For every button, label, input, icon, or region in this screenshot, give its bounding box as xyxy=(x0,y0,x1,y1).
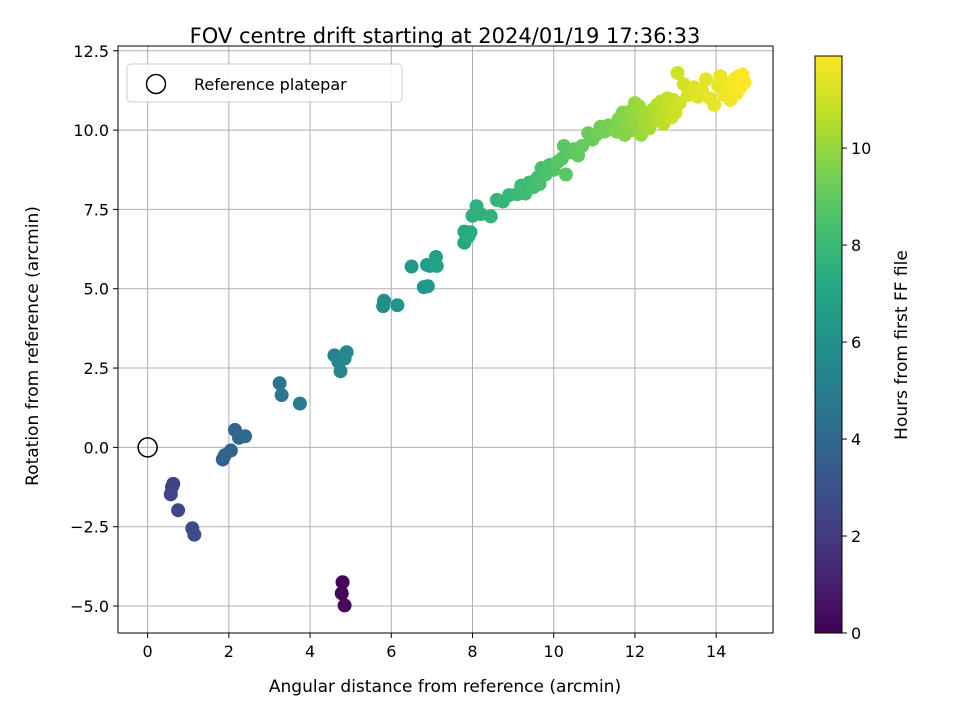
x-tick-label: 0 xyxy=(143,642,153,661)
colorbar-tick-label: 4 xyxy=(851,430,861,449)
x-tick-label: 12 xyxy=(625,642,645,661)
data-point xyxy=(429,258,444,273)
colorbar-ticks: 0 2 4 6 8 10 xyxy=(842,139,871,643)
data-point xyxy=(187,527,202,542)
colorbar: 0 2 4 6 8 10 Hours from first FF file xyxy=(814,55,912,643)
legend-box xyxy=(126,63,403,103)
x-tick-label: 14 xyxy=(706,642,726,661)
data-points xyxy=(163,65,752,613)
x-tick-label: 2 xyxy=(224,642,234,661)
y-tick-label: 0.0 xyxy=(84,438,109,457)
data-point xyxy=(334,586,349,601)
data-point xyxy=(699,72,713,87)
grid-lines xyxy=(118,46,773,633)
colorbar-gradient xyxy=(814,55,843,634)
data-point xyxy=(670,65,685,80)
data-point xyxy=(292,396,307,411)
y-tick-label: 7.5 xyxy=(84,200,109,219)
data-point xyxy=(420,279,435,294)
y-axis-ticks: −5.0 −2.5 0.0 2.5 5.0 7.5 10.0 12.5 xyxy=(70,42,118,616)
data-point xyxy=(339,345,354,360)
reference-platepar-marker xyxy=(137,437,158,458)
x-axis-ticks: 0 2 4 6 8 10 12 14 xyxy=(143,633,726,661)
data-point xyxy=(376,293,391,308)
data-point xyxy=(223,443,238,458)
x-tick-label: 8 xyxy=(467,642,477,661)
data-point xyxy=(238,429,253,444)
plot-frame xyxy=(117,45,774,634)
data-point xyxy=(163,487,178,502)
data-point xyxy=(463,225,478,240)
colorbar-label: Hours from first FF file xyxy=(892,250,912,440)
y-tick-label: 2.5 xyxy=(84,359,109,378)
x-axis-label: Angular distance from reference (arcmin) xyxy=(269,677,621,697)
data-point xyxy=(171,503,186,518)
y-tick-label: 10.0 xyxy=(73,121,109,140)
reference-marker-group xyxy=(137,437,158,458)
data-point xyxy=(274,388,289,403)
y-tick-label: −2.5 xyxy=(70,518,109,537)
colorbar-tick-label: 2 xyxy=(851,527,861,546)
chart-title: FOV centre drift starting at 2024/01/19 … xyxy=(190,24,701,48)
data-point xyxy=(558,167,573,182)
colorbar-tick-label: 0 xyxy=(851,624,861,643)
legend-entry-reference: Reference platepar xyxy=(194,75,347,94)
data-point xyxy=(272,376,287,391)
data-point xyxy=(337,598,352,613)
y-tick-label: −5.0 xyxy=(70,597,109,616)
data-point xyxy=(737,75,752,90)
y-tick-label: 5.0 xyxy=(84,280,109,299)
data-point xyxy=(707,97,722,112)
x-tick-label: 6 xyxy=(386,642,396,661)
data-point xyxy=(335,575,350,590)
data-point xyxy=(575,138,590,153)
legend: Reference platepar xyxy=(126,63,403,103)
data-point xyxy=(333,364,348,379)
y-tick-label: 12.5 xyxy=(73,42,109,61)
y-axis-label: Rotation from reference (arcmin) xyxy=(23,206,43,486)
x-tick-label: 10 xyxy=(544,642,564,661)
legend-marker-icon xyxy=(145,73,167,95)
data-point xyxy=(483,209,498,224)
x-tick-label: 4 xyxy=(305,642,315,661)
data-point xyxy=(390,298,405,313)
colorbar-tick-label: 10 xyxy=(851,139,871,158)
colorbar-tick-label: 6 xyxy=(851,333,861,352)
data-point xyxy=(404,259,419,274)
colorbar-tick-label: 8 xyxy=(851,236,861,255)
